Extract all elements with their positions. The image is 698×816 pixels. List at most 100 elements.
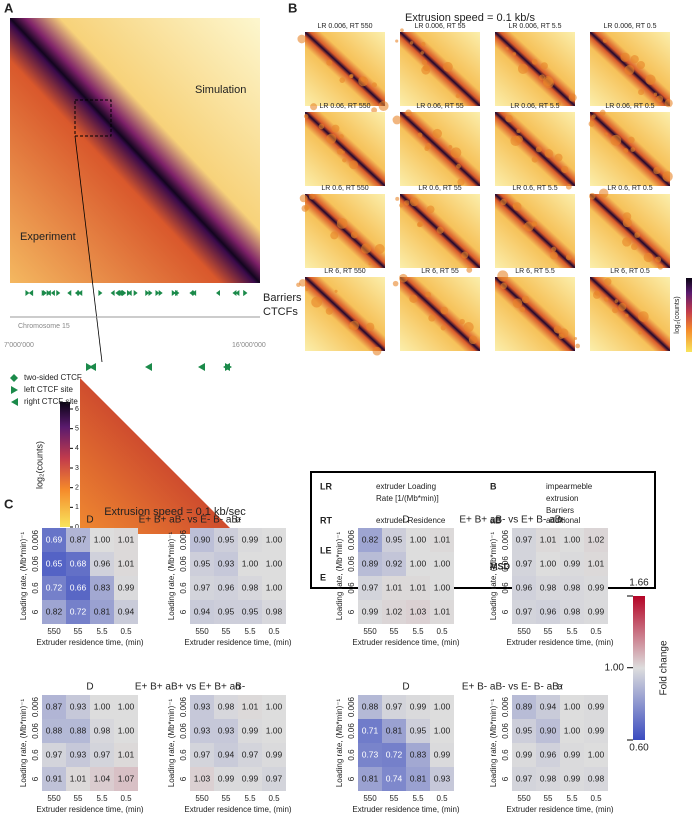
hic-speckle — [620, 52, 630, 62]
axis-title: Loading rate, (Mb*min)⁻¹ — [489, 699, 498, 788]
ctcf-marker — [145, 290, 150, 296]
hic-speckle — [443, 61, 453, 72]
heatmap-cell — [190, 695, 214, 719]
hic-speckle — [421, 59, 428, 66]
heatmap-cell — [430, 600, 454, 624]
hic-speckle — [664, 99, 673, 108]
colorbar-label: log₂(counts) — [674, 296, 681, 333]
cell-value: 1.04 — [94, 773, 111, 783]
hic-speckle — [523, 221, 534, 232]
hic-speckle — [500, 282, 507, 290]
heatmap-title: α — [235, 515, 241, 526]
row-label: 0.006 — [501, 696, 510, 717]
heatmap-cell — [584, 600, 608, 624]
col-label: 0.5 — [268, 794, 280, 803]
cell-value: 0.98 — [564, 606, 581, 616]
col-label: 5.5 — [412, 794, 424, 803]
heatmap-cell — [430, 552, 454, 576]
hic-speckle — [436, 226, 444, 234]
cell-value: 0.97 — [516, 558, 533, 568]
hic-speckle — [531, 156, 538, 163]
hic-map — [305, 194, 385, 268]
hic-speckle — [512, 203, 517, 208]
cell-value: 0.98 — [266, 606, 283, 616]
hic-speckle — [326, 133, 337, 144]
hic-map — [305, 277, 385, 351]
hic-speckle — [623, 148, 629, 154]
glossary-text: Barriers — [546, 506, 574, 515]
cell-value: 0.99 — [118, 582, 135, 592]
track-label: CTCFs — [263, 306, 298, 318]
hic-speckle — [516, 129, 521, 134]
hic-speckle — [628, 136, 635, 144]
heatmap-cell — [114, 552, 138, 576]
ctcf-marker — [235, 290, 240, 296]
hic-speckle — [409, 294, 418, 304]
row-label: 0.6 — [347, 749, 356, 761]
hic-speckle — [466, 267, 473, 273]
hic-speckle — [588, 120, 595, 127]
hic-speckle — [624, 64, 635, 76]
map-title: LR 0.006, RT 5.5 — [508, 23, 561, 30]
cell-value: 0.97 — [46, 749, 63, 759]
col-label: 5.5 — [96, 794, 108, 803]
col-label: 550 — [47, 627, 61, 636]
heatmap-title: α — [557, 515, 563, 526]
tick-label: 16'000'000 — [232, 342, 266, 349]
axis-title: Extruder residence time, (min) — [36, 638, 143, 647]
ctcf-marker — [119, 290, 124, 296]
hic-speckle — [497, 270, 509, 282]
cell-value: 1.00 — [434, 558, 451, 568]
cell-value: 0.97 — [516, 606, 533, 616]
heatmap-title: D — [86, 682, 93, 693]
cell-value: 0.81 — [410, 773, 427, 783]
heatmap-cell — [42, 767, 66, 791]
hic-speckle — [604, 297, 609, 302]
tick-label: 7'000'000 — [4, 342, 34, 349]
heatmap-cell — [406, 600, 430, 624]
heatmap-cell — [358, 719, 382, 743]
heatmap-cell — [382, 528, 406, 552]
cell-value: 0.92 — [386, 558, 403, 568]
hic-speckle — [653, 166, 661, 175]
heatmap-cell — [512, 528, 536, 552]
glossary-key: E — [320, 572, 326, 582]
hic-speckle — [428, 314, 436, 322]
hic-map — [10, 18, 260, 283]
hic-speckle — [309, 193, 315, 200]
legend-marker — [11, 398, 18, 406]
heatmap-cell — [214, 552, 238, 576]
heatmap-cell — [214, 576, 238, 600]
heatmap-cell — [90, 743, 114, 767]
heatmap-cell — [66, 743, 90, 767]
map-title: LR 6, RT 5.5 — [515, 268, 555, 275]
col-label: 55 — [390, 627, 399, 636]
heatmap-cell — [66, 695, 90, 719]
row-label: 6 — [31, 609, 40, 614]
cell-value: 0.94 — [194, 606, 211, 616]
hic-speckle — [459, 318, 465, 325]
heatmap-cell — [238, 552, 262, 576]
hic-speckle — [325, 307, 333, 315]
heatmap-cell — [42, 528, 66, 552]
cell-value: 0.87 — [70, 534, 87, 544]
cell-value: 1.00 — [118, 725, 135, 735]
legend-marker — [10, 374, 18, 382]
ctcf-marker — [133, 290, 138, 296]
heatmap-cell — [358, 576, 382, 600]
heatmap-cell — [382, 576, 406, 600]
hic-map — [305, 112, 385, 186]
ctcf-marker — [173, 290, 178, 296]
heatmap-cell — [262, 743, 286, 767]
cell-value: 1.00 — [564, 701, 581, 711]
heatmap-cell — [114, 719, 138, 743]
heatmap-title: α — [557, 682, 563, 693]
cell-value: 1.01 — [540, 534, 557, 544]
hic-speckle — [395, 196, 400, 201]
ctcf-marker — [46, 290, 51, 296]
map-title: LR 0.6, RT 0.5 — [607, 185, 652, 192]
map-label: Simulation — [195, 84, 246, 96]
colorbar-label: log₂(counts) — [34, 441, 44, 489]
col-label: 550 — [517, 627, 531, 636]
hic-speckle — [512, 52, 517, 56]
